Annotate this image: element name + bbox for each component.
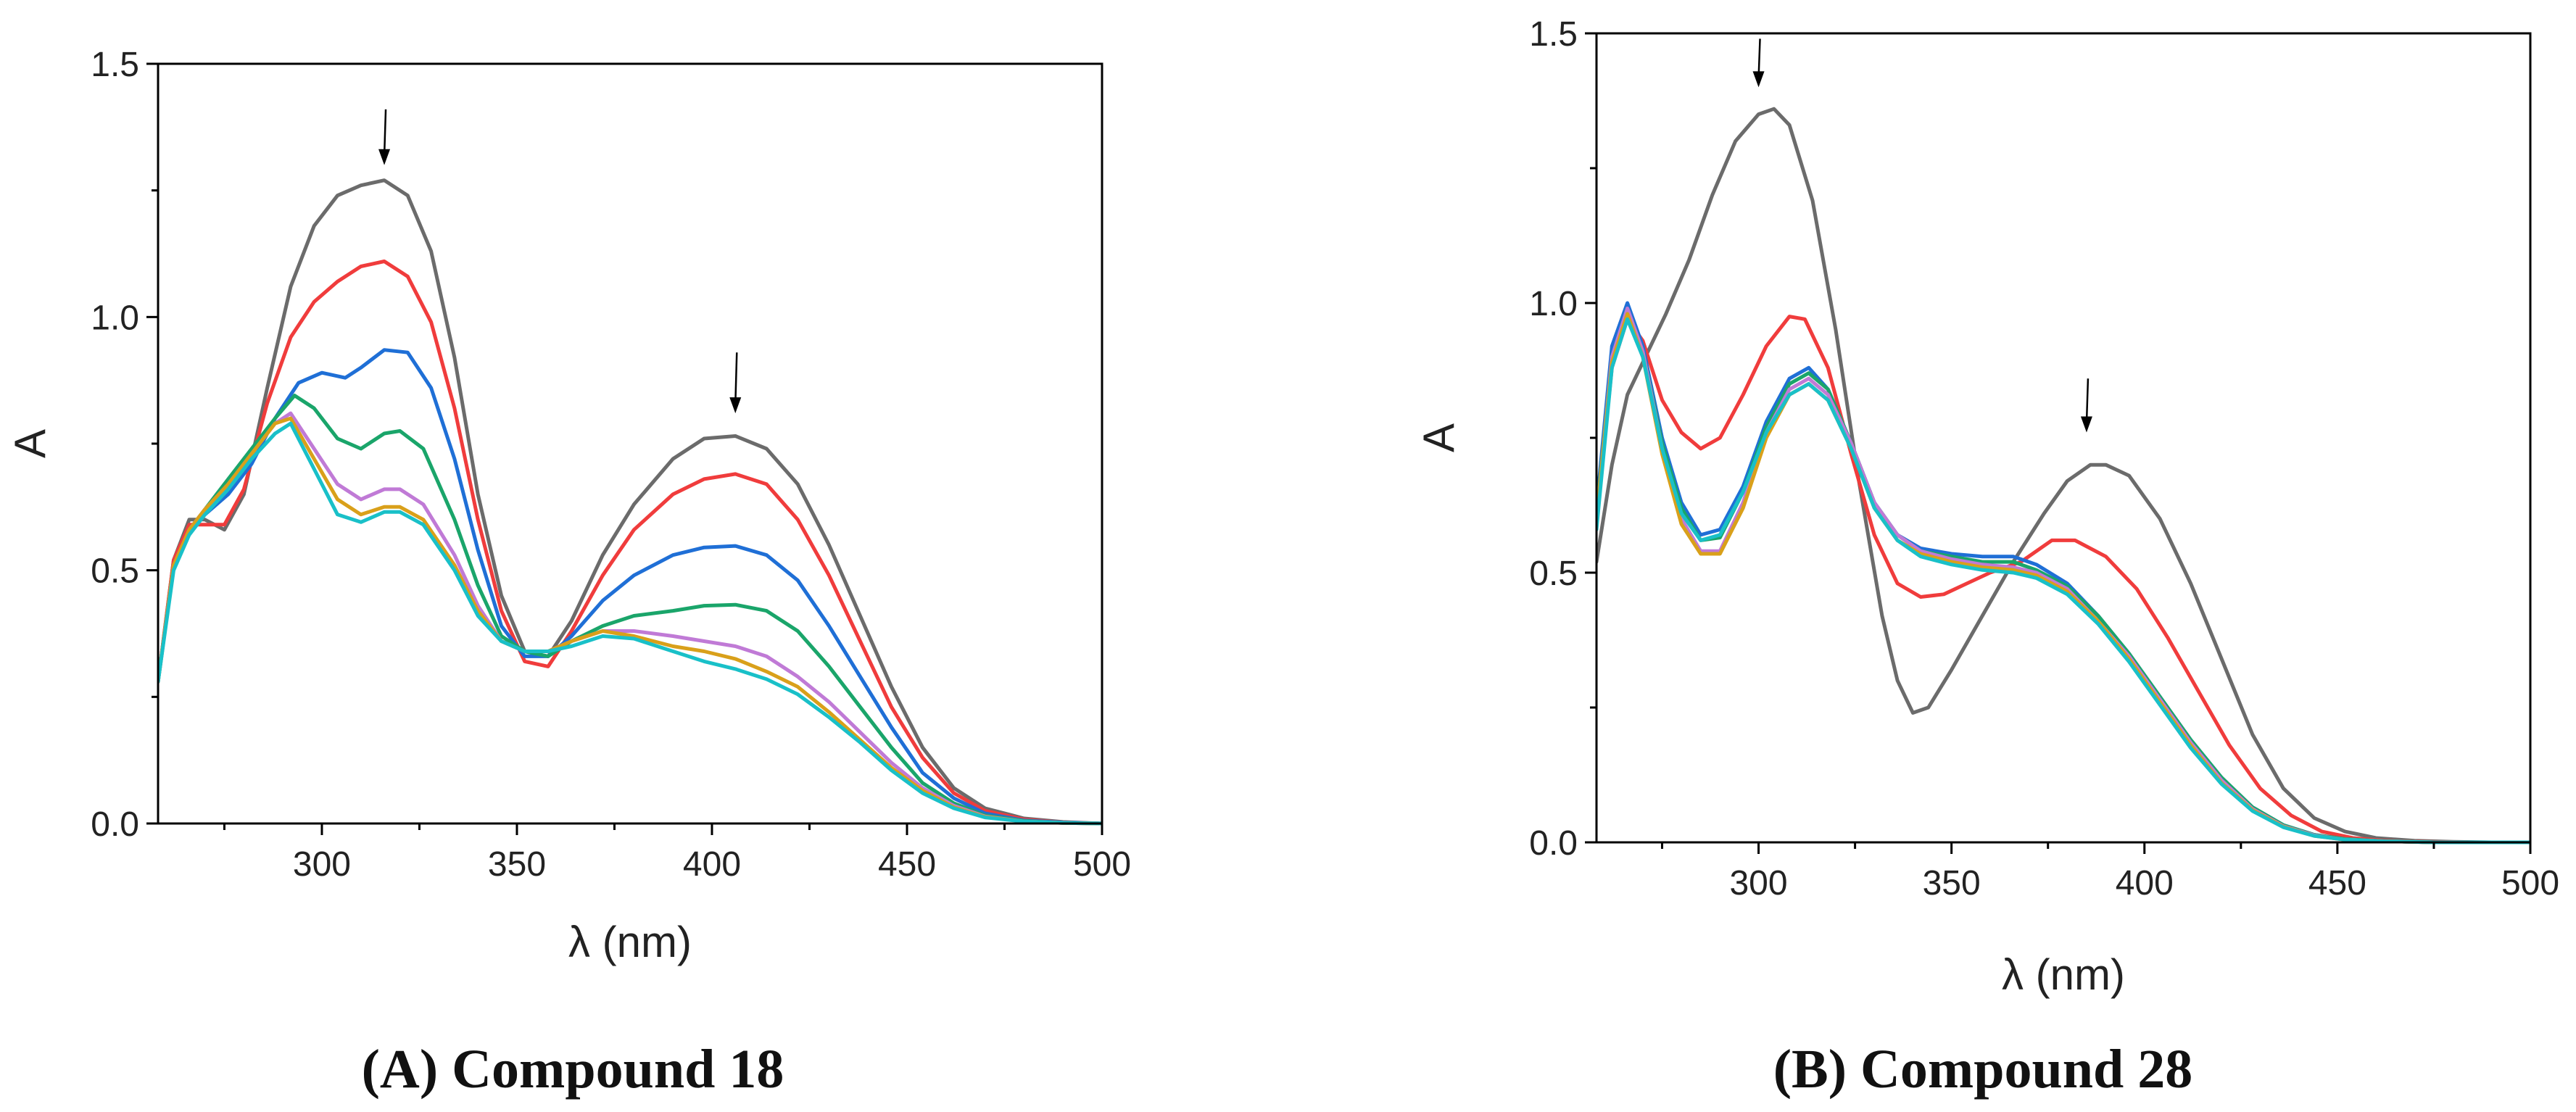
panel-b-arrow-shaft [2085,378,2090,424]
panel-a-xtick-label: 400 [683,845,741,884]
panel-a-series-s4 [158,394,1102,826]
panel-b-ytick-label: 1.5 [1529,15,1578,54]
panel-a-ytick-label: 0.0 [91,805,139,844]
panel-b-caption: (B) Compound 28 [1773,1039,2193,1100]
panel-b-series-group [1596,107,2530,845]
panel-a-arrow-head [378,149,391,165]
panel-a-caption: (A) Compound 18 [362,1039,784,1100]
panel-b-ytick-label: 0.0 [1529,824,1578,863]
panel-b-xtick-label: 500 [2501,864,2559,903]
panel-a-series-s7 [158,421,1102,826]
panel-b-series-s1 [1596,107,2530,845]
panel-b-series-s2 [1596,315,2530,845]
panel-a-y-axis-label: A [6,429,54,458]
panel-a-x-axis-label: λ (nm) [568,918,692,966]
panel-a-caption-prefix: ( [362,1039,380,1100]
panel-a-ytick-label: 1.5 [91,46,139,84]
panel-b-xtick-label: 450 [2308,864,2366,903]
panel-b-ytick-label: 1.0 [1529,285,1578,323]
panel-b-ytick-label: 0.5 [1529,555,1578,593]
panel-a-ytick-label: 1.0 [91,299,139,337]
panel-a-series-s2 [158,260,1102,826]
panel-a-caption-letter: A [380,1039,420,1100]
panel-b-xtick-label: 350 [1923,864,1981,903]
panel-a-arrow-head [729,397,742,414]
panel-b: 300 350 400 450 500 0.0 0.5 1.0 1.5 λ (nm) A (B) Co… [1415,15,2559,1100]
panel-a-xtick-label: 350 [488,845,546,884]
panel-a-xtick-label: 300 [293,845,351,884]
panel-a-series-group [158,178,1102,826]
panel-b-caption-title: ) Compound 28 [1829,1039,2193,1100]
panel-b-arrow-head [1752,71,1765,88]
panel-b-y-axis-label: A [1415,423,1463,452]
panel-a-xtick-label: 500 [1073,845,1131,884]
panel-a-arrow-shaft [383,109,387,157]
panel-a-xtick-label: 450 [878,845,936,884]
panel-b-caption-prefix: ( [1773,1039,1792,1100]
panel-a-caption-title: ) Compound 18 [420,1039,784,1100]
panel-a-ytick-label: 0.5 [91,552,139,591]
panel-b-series-s7 [1596,317,2530,845]
panel-b-caption-letter: B [1792,1039,1829,1100]
panel-b-xtick-label: 300 [1729,864,1787,903]
panel-b-arrow-head [2080,416,2092,433]
panel-b-x-axis-label: λ (nm) [2002,950,2125,999]
panel-b-xtick-label: 400 [2116,864,2174,903]
panel-a-arrow-shaft [734,352,738,405]
